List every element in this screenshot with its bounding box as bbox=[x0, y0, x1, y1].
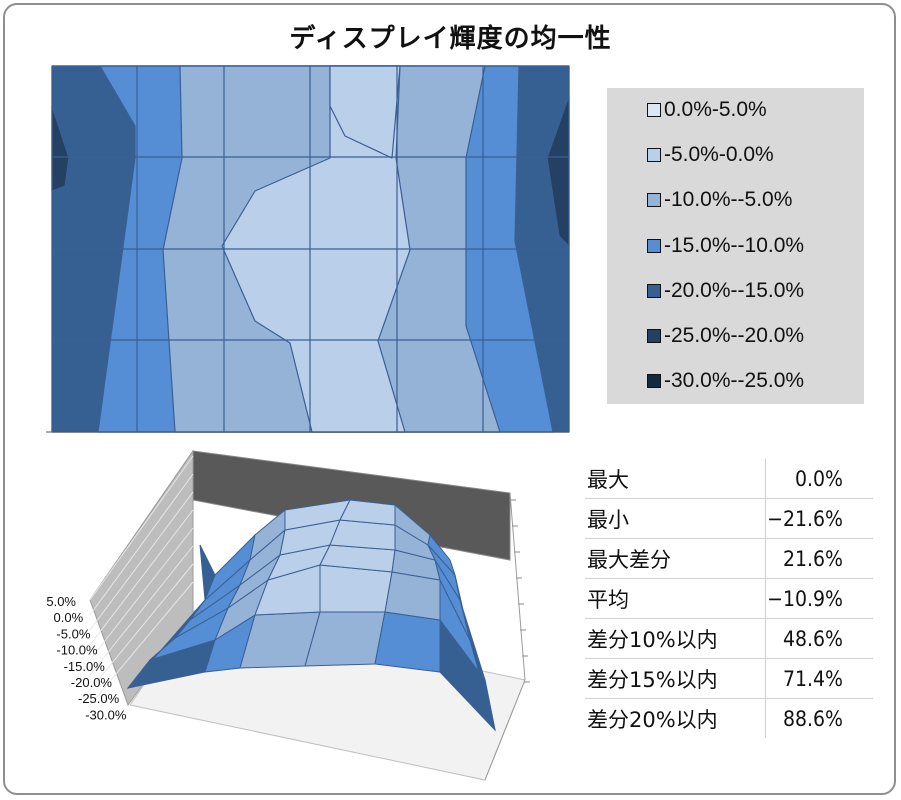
legend-label: -15.0%--10.0% bbox=[664, 233, 805, 257]
legend-item: -5.0%-0.0% bbox=[647, 141, 774, 169]
legend-label: -5.0%-0.0% bbox=[664, 143, 774, 167]
legend-label: -25.0%--20.0% bbox=[664, 324, 805, 347]
surface-facet bbox=[384, 571, 441, 621]
surface-axis bbox=[509, 492, 526, 681]
stats-value: 71.4% bbox=[765, 658, 873, 699]
legend-swatch bbox=[647, 193, 661, 208]
surface-facet bbox=[127, 544, 216, 689]
z-tick-label: -5.0% bbox=[56, 626, 90, 641]
stats-key: 最大差分 bbox=[585, 538, 766, 579]
surface-facet bbox=[319, 564, 393, 613]
legend-item: 0.0%-5.0% bbox=[647, 96, 767, 124]
stats-value: −10.9% bbox=[765, 578, 873, 619]
surface-axis bbox=[484, 679, 526, 781]
stats-key: 差分15%以内 bbox=[585, 658, 766, 699]
stats-row: 平均 −10.9% bbox=[585, 578, 873, 619]
legend-label: 0.0%-5.0% bbox=[664, 98, 767, 121]
stats-value: 48.6% bbox=[765, 618, 873, 659]
legend-swatch bbox=[647, 283, 661, 298]
legend-item: -10.0%--5.0% bbox=[647, 186, 792, 214]
surface-gridline bbox=[89, 473, 194, 616]
stats-key: 差分20%以内 bbox=[585, 698, 766, 738]
stats-value: 21.6% bbox=[765, 538, 873, 579]
legend-swatch bbox=[647, 329, 661, 343]
z-tick-label: -25.0% bbox=[78, 691, 120, 706]
z-tick-label: 5.0% bbox=[46, 594, 76, 609]
surface-facet bbox=[427, 533, 456, 576]
stats-value: −21.6% bbox=[765, 498, 873, 539]
surface-gridline bbox=[89, 545, 194, 676]
chart-title: ディスプレイ輝度の均一性 bbox=[289, 24, 612, 54]
stats-value: 88.6% bbox=[782, 706, 843, 731]
stats-key: 最小 bbox=[585, 498, 766, 539]
stats-value: 0.0% bbox=[765, 459, 873, 499]
legend: 0.0%-5.0% -5.0%-0.0% -10.0%--5.0% -15.0%--1… bbox=[607, 88, 864, 404]
legend-swatch bbox=[647, 238, 661, 253]
surface-facet bbox=[339, 499, 396, 526]
stats-key: 平均 bbox=[585, 578, 766, 619]
legend-item: -15.0%--10.0% bbox=[647, 232, 804, 260]
stats-row: 差分15%以内 71.4% bbox=[585, 658, 873, 699]
legend-item: -30.0%--25.0% bbox=[647, 367, 804, 395]
stats-row: 差分20%以内 88.6% bbox=[585, 698, 873, 738]
legend-swatch bbox=[647, 374, 661, 389]
stats-row: 差分10%以内 48.6% bbox=[585, 618, 873, 659]
z-tick-label: -15.0% bbox=[64, 659, 106, 674]
surface-gridline bbox=[89, 491, 194, 631]
stats-key: 最大 bbox=[585, 459, 766, 499]
surface-gridline bbox=[89, 527, 194, 661]
z-tick-label: -20.0% bbox=[71, 675, 113, 690]
surface-gridline bbox=[89, 509, 194, 646]
legend-label: -10.0%--5.0% bbox=[664, 188, 793, 212]
stats-row: 最小 −21.6% bbox=[585, 498, 873, 539]
legend-label: -30.0%--25.0% bbox=[664, 369, 805, 393]
stats-table: 最大 0.0% 最小 −21.6% 最大差分 21.6% 平均 −10.9% 差分10%以内 48… bbox=[585, 459, 873, 738]
surface-gridline bbox=[89, 563, 194, 691]
surface-facet bbox=[374, 611, 441, 673]
surface-facet bbox=[454, 574, 496, 731]
legend-item: -25.0%--20.0% bbox=[647, 322, 804, 350]
z-tick-label: -10.0% bbox=[56, 643, 98, 658]
legend-label: -20.0%--15.0% bbox=[664, 278, 805, 302]
legend-swatch bbox=[647, 148, 661, 163]
z-tick-label: -30.0% bbox=[85, 707, 127, 722]
stats-row: 最大差分 21.6% bbox=[585, 538, 873, 579]
stats-row: 最大 0.0% bbox=[585, 459, 873, 499]
surface-gridline bbox=[89, 581, 194, 706]
z-tick-label: 0.0% bbox=[54, 610, 84, 625]
legend-item: -20.0%--15.0% bbox=[647, 277, 804, 305]
surface-gridline bbox=[89, 455, 194, 601]
legend-swatch bbox=[647, 103, 661, 117]
stats-key: 差分10%以内 bbox=[585, 618, 766, 659]
